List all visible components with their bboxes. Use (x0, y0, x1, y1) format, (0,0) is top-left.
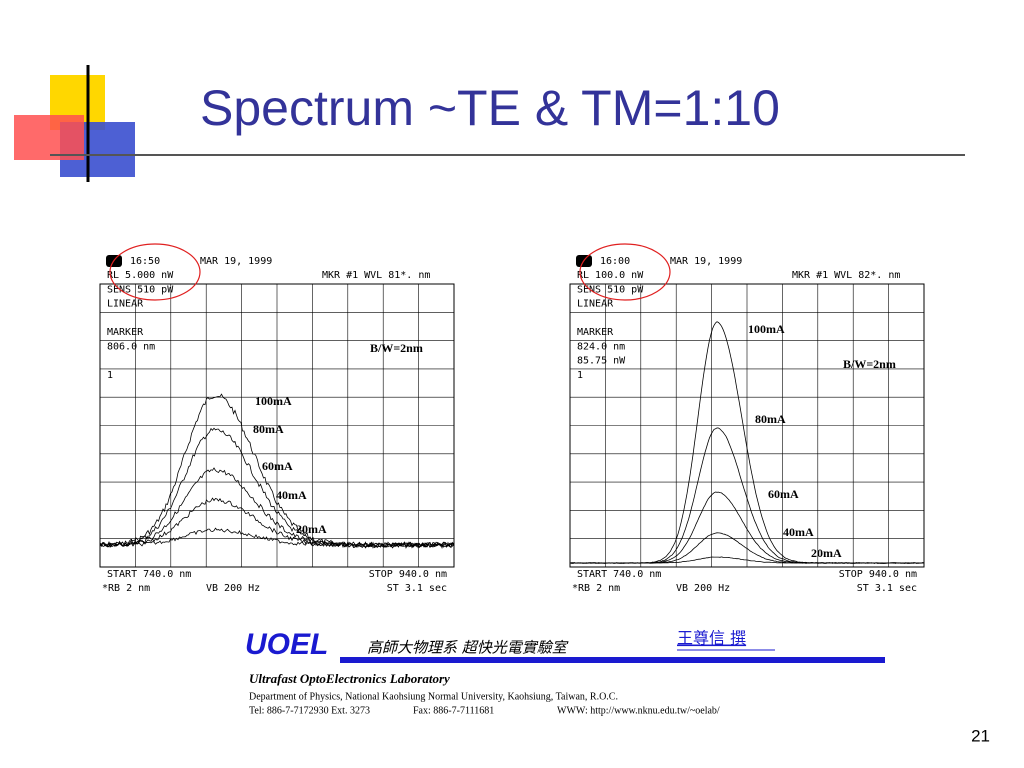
logo: UOEL (245, 628, 328, 661)
marker-header: MKR #1 WVL 81*. nm (322, 270, 430, 281)
setting: LINEAR (107, 299, 144, 310)
spectrum-curve (569, 556, 925, 564)
rb: *RB 2 nm (102, 583, 150, 594)
current-label: 40mA (783, 525, 814, 539)
time: 16:00 (600, 256, 630, 267)
vb: VB 200 Hz (206, 583, 260, 594)
trace: 1 (107, 370, 113, 381)
stop: STOP 940.0 nm (839, 569, 917, 580)
current-label: 80mA (755, 412, 786, 426)
marker-line: 806.0 nm (107, 341, 155, 352)
spectrum-curve (99, 467, 455, 549)
tel: Tel: 886-7-7172930 Ext. 3273 (249, 705, 370, 716)
current-label: 40mA (276, 488, 307, 502)
marker-line: 824.0 nm (577, 341, 625, 352)
setting: SENS 510 pW (577, 284, 644, 295)
lab-chinese: 高師大物理系 超快光電實驗室 (367, 639, 569, 657)
setting: LINEAR (577, 299, 614, 310)
logo-bar (340, 657, 885, 663)
setting: RL 100.0 nW (577, 270, 644, 281)
current-label: 20mA (811, 546, 842, 560)
date: MAR 19, 1999 (200, 256, 272, 267)
setting: RL 5.000 nW (107, 270, 174, 281)
marker-line: MARKER (577, 327, 614, 338)
bandwidth: B/W=2nm (843, 357, 896, 371)
spectrum-curve (99, 497, 455, 548)
stop: STOP 940.0 nm (369, 569, 447, 580)
highlight-circle (579, 243, 671, 301)
current-label: 80mA (253, 422, 284, 436)
page-number: 21 (971, 726, 990, 745)
setting: SENS 510 pW (107, 284, 174, 295)
marker-line: MARKER (107, 327, 144, 338)
time: 16:50 (130, 256, 160, 267)
current-label: 60mA (768, 487, 799, 501)
st: ST 3.1 sec (857, 583, 917, 594)
deco-square (14, 115, 84, 160)
lab-name: Ultrafast OptoElectronics Laboratory (249, 671, 450, 686)
author: 王尊信 撰 (677, 629, 746, 648)
department: Department of Physics, National Kaohsiun… (249, 691, 618, 702)
current-label: 60mA (262, 459, 293, 473)
slide-title: Spectrum ~TE & TM=1:10 (200, 80, 780, 136)
trace: 1 (577, 370, 583, 381)
date: MAR 19, 1999 (670, 256, 742, 267)
spectrum-curve (99, 527, 455, 548)
start: START 740.0 nm (577, 569, 661, 580)
www: WWW: http://www.nknu.edu.tw/~oelab/ (557, 705, 720, 716)
current-label: 100mA (748, 322, 785, 336)
st: ST 3.1 sec (387, 583, 447, 594)
rb: *RB 2 nm (572, 583, 620, 594)
vb: VB 200 Hz (676, 583, 730, 594)
current-label: 100mA (255, 394, 292, 408)
marker-line: 85.75 nW (577, 356, 626, 367)
fax: Fax: 886-7-7111681 (413, 705, 494, 716)
highlight-circle (109, 243, 201, 301)
marker-header: MKR #1 WVL 82*. nm (792, 270, 900, 281)
current-label: 20mA (296, 522, 327, 536)
bandwidth: B/W=2nm (370, 341, 423, 355)
start: START 740.0 nm (107, 569, 191, 580)
